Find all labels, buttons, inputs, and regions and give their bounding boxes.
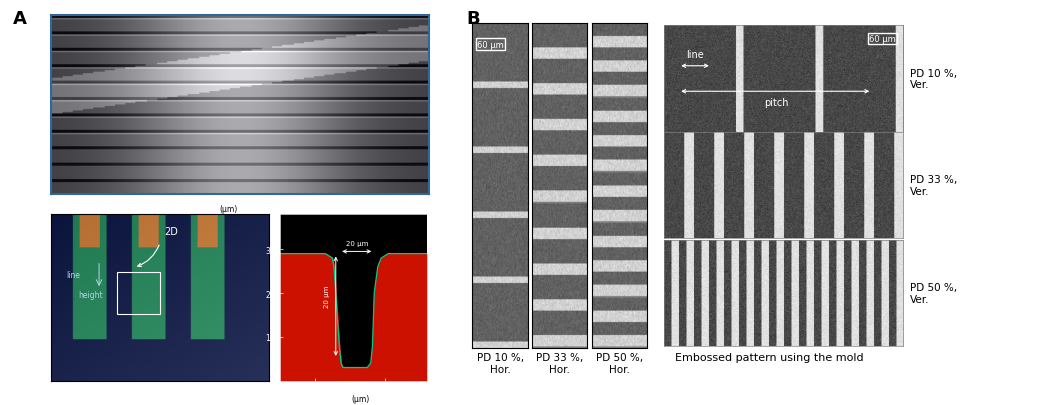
Bar <box>116 273 160 314</box>
Text: 60 μm: 60 μm <box>869 35 896 44</box>
Text: A: A <box>13 11 27 28</box>
Text: (μm): (μm) <box>219 205 237 213</box>
Text: line: line <box>66 271 80 280</box>
Text: 2D: 2D <box>164 226 178 237</box>
Text: line: line <box>686 50 704 60</box>
Text: PD 33 %,
Ver.: PD 33 %, Ver. <box>910 175 957 196</box>
Text: 60 μm: 60 μm <box>477 40 503 49</box>
Text: pitch: pitch <box>764 98 788 108</box>
Text: (μm): (μm) <box>351 394 369 403</box>
FancyArrowPatch shape <box>137 245 160 267</box>
Text: PD 33 %,
Hor.: PD 33 %, Hor. <box>536 352 583 374</box>
Text: 20 μm: 20 μm <box>325 285 330 307</box>
Text: PD 10 %,
Hor.: PD 10 %, Hor. <box>477 352 523 374</box>
Text: height: height <box>78 291 102 300</box>
Text: Embossed pattern using the mold: Embossed pattern using the mold <box>675 352 863 362</box>
Text: PD 50 %,
Ver.: PD 50 %, Ver. <box>910 283 957 304</box>
Text: B: B <box>466 11 480 28</box>
Text: PD 10 %,
Ver.: PD 10 %, Ver. <box>910 68 957 90</box>
Text: PD 50 %,
Hor.: PD 50 %, Hor. <box>596 352 643 374</box>
Text: 20 μm: 20 μm <box>346 240 368 246</box>
